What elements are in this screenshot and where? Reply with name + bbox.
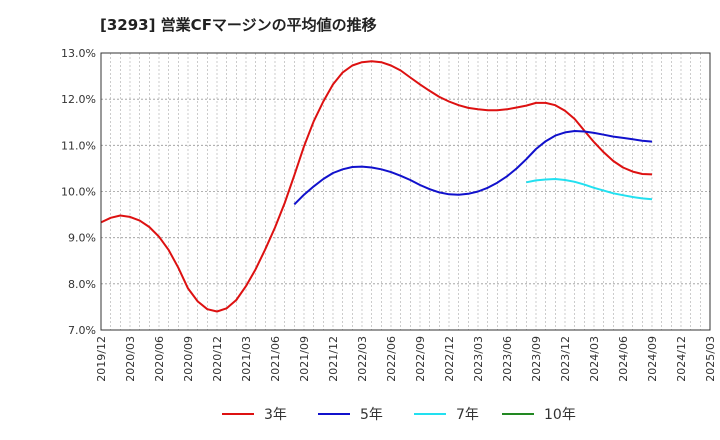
x-axis-ticks: 2019/12 2020/03 2020/06 2020/09 2020/12 2021/… bbox=[95, 336, 717, 382]
y-tick-label: 8.0% bbox=[68, 278, 96, 291]
legend-label-3: 7年 bbox=[456, 407, 479, 423]
chart-title: [3293] 営業CFマージンの平均値の推移 bbox=[100, 16, 377, 34]
x-tick-label: 2020/09 bbox=[182, 336, 195, 382]
y-tick-label: 9.0% bbox=[68, 232, 96, 245]
legend-label-1: 3年 bbox=[264, 407, 287, 423]
legend-label-2: 5年 bbox=[360, 407, 383, 423]
x-tick-label: 2023/03 bbox=[472, 336, 485, 382]
x-tick-label: 2021/03 bbox=[240, 336, 253, 382]
x-tick-label: 2023/12 bbox=[559, 336, 572, 382]
y-tick-label: 12.0% bbox=[61, 93, 96, 106]
y-axis-ticks: 7.0% 8.0% 9.0% 10.0% 11.0% 12.0% 13.0% bbox=[61, 47, 96, 337]
x-tick-label: 2024/06 bbox=[617, 336, 630, 382]
y-tick-label: 13.0% bbox=[61, 47, 96, 60]
x-tick-label: 2021/09 bbox=[298, 336, 311, 382]
y-tick-label: 7.0% bbox=[68, 324, 96, 337]
x-tick-label: 2023/09 bbox=[530, 336, 543, 382]
x-tick-label: 2019/12 bbox=[95, 336, 108, 382]
x-tick-label: 2021/06 bbox=[269, 336, 282, 382]
x-tick-label: 2022/03 bbox=[356, 336, 369, 382]
y-tick-label: 10.0% bbox=[61, 186, 96, 199]
grid-lines bbox=[101, 52, 710, 331]
x-tick-label: 2022/06 bbox=[385, 336, 398, 382]
legend: 3年 5年 7年 10年 bbox=[222, 407, 576, 423]
series-lines bbox=[100, 60, 653, 313]
x-tick-label: 2025/03 bbox=[704, 336, 717, 382]
x-tick-label: 2020/06 bbox=[153, 336, 166, 382]
x-tick-label: 2021/12 bbox=[327, 336, 340, 382]
x-tick-label: 2022/12 bbox=[443, 336, 456, 382]
x-tick-label: 2024/12 bbox=[675, 336, 688, 382]
x-tick-label: 2023/06 bbox=[501, 336, 514, 382]
series-line-3 bbox=[526, 178, 653, 201]
x-tick-label: 2024/03 bbox=[588, 336, 601, 382]
series-line-1 bbox=[100, 60, 653, 313]
plot-frame bbox=[100, 52, 711, 331]
x-tick-label: 2020/12 bbox=[211, 336, 224, 382]
legend-label-4: 10年 bbox=[544, 407, 576, 423]
y-tick-label: 11.0% bbox=[61, 139, 96, 152]
x-tick-label: 2022/09 bbox=[414, 336, 427, 382]
series-line-2 bbox=[293, 130, 653, 206]
x-tick-label: 2024/09 bbox=[646, 336, 659, 382]
x-tick-label: 2020/03 bbox=[124, 336, 137, 382]
